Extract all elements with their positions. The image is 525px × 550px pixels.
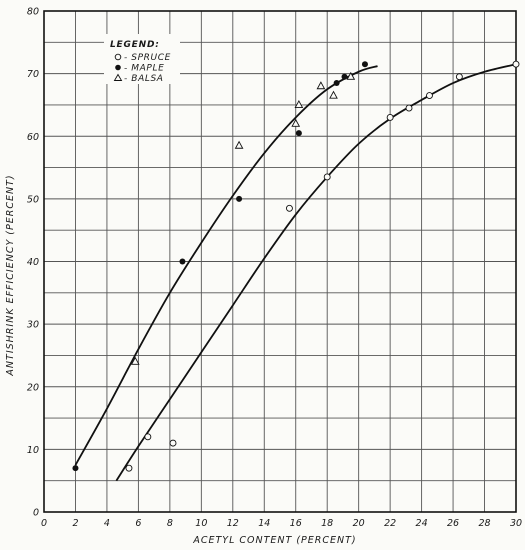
data-point-spruce [125, 464, 133, 472]
x-tick-label: 10 [195, 518, 207, 529]
x-tick-label: 0 [41, 518, 47, 529]
x-tick-label: 18 [321, 518, 333, 529]
x-tick-label: 8 [167, 518, 173, 529]
legend-entry-balsa: - BALSA [113, 73, 164, 84]
data-point-balsa [291, 118, 301, 127]
data-point-spruce [144, 433, 152, 441]
y-tick-label: 40 [27, 257, 39, 268]
data-point-spruce [285, 204, 293, 212]
x-tick-label: 2 [72, 518, 78, 529]
data-point-balsa [130, 356, 140, 365]
y-tick-label: 30 [27, 320, 39, 331]
x-tick-label: 24 [416, 518, 428, 529]
data-point-spruce [169, 439, 177, 447]
data-point-spruce [512, 60, 520, 68]
legend-maple-label: - MAPLE [124, 64, 164, 74]
x-tick-label: 12 [227, 518, 239, 529]
legend-entry-maple: - MAPLE [115, 64, 164, 74]
plot-frame [43, 10, 517, 513]
data-point-spruce [386, 114, 394, 121]
y-tick-label: 0 [33, 508, 39, 519]
x-tick-label: 20 [353, 518, 365, 529]
x-tick-label: 28 [478, 518, 490, 529]
data-point-maple [341, 73, 348, 80]
data-point-maple [72, 465, 79, 472]
y-tick-label: 10 [27, 445, 39, 456]
data-point-maple [179, 258, 186, 265]
legend-spruce-label: - SPRUCE [124, 53, 171, 63]
y-tick-label: 70 [27, 69, 39, 80]
data-point-spruce [323, 173, 331, 181]
x-axis-label: ACETYL CONTENT (PERCENT) [192, 535, 356, 546]
x-tick-label: 30 [510, 518, 522, 529]
y-axis-label: ANTISHRINK EFFICIENCY (PERCENT) [5, 174, 16, 376]
legend-maple-marker [115, 64, 121, 71]
x-tick-label: 4 [104, 518, 110, 529]
data-point-maple [295, 130, 302, 137]
y-tick-label: 80 [27, 7, 39, 18]
data-point-balsa [234, 140, 244, 149]
y-tick-labels: 0 10 20 30 40 50 60 70 80 [27, 7, 39, 519]
legend-spruce-marker [114, 53, 122, 61]
legend-balsa-label: - BALSA [124, 74, 164, 84]
data-point-balsa [294, 99, 304, 108]
legend: LEGEND: - SPRUCE - MAPLE - BALSA [104, 34, 180, 84]
data-point-spruce [455, 73, 463, 81]
data-point-maple [361, 61, 368, 68]
fit-curve-1 [74, 65, 378, 466]
y-tick-label: 50 [27, 194, 39, 205]
x-tick-labels: 0 2 4 6 8 10 12 14 16 18 20 22 24 26 28 30 [41, 518, 522, 529]
fit-curve-2 [115, 63, 517, 482]
data-point-spruce [405, 104, 413, 112]
legend-entry-spruce: - SPRUCE [114, 53, 171, 63]
x-tick-label: 22 [384, 518, 396, 529]
x-tick-label: 16 [290, 518, 302, 529]
legend-title: LEGEND: [110, 40, 160, 50]
data-point-maple [236, 195, 243, 202]
data-point-balsa [329, 90, 338, 99]
data-point-balsa [316, 81, 326, 90]
x-tick-label: 14 [258, 518, 270, 529]
grid [43, 10, 517, 513]
data-points [72, 60, 520, 472]
y-tick-label: 20 [27, 382, 39, 393]
data-point-maple [333, 80, 340, 87]
y-tick-label: 60 [27, 132, 39, 143]
data-point-spruce [426, 92, 433, 99]
legend-balsa-marker [113, 73, 123, 81]
data-point-balsa [346, 71, 356, 80]
x-tick-label: 6 [135, 518, 141, 529]
x-tick-label: 26 [447, 518, 459, 529]
